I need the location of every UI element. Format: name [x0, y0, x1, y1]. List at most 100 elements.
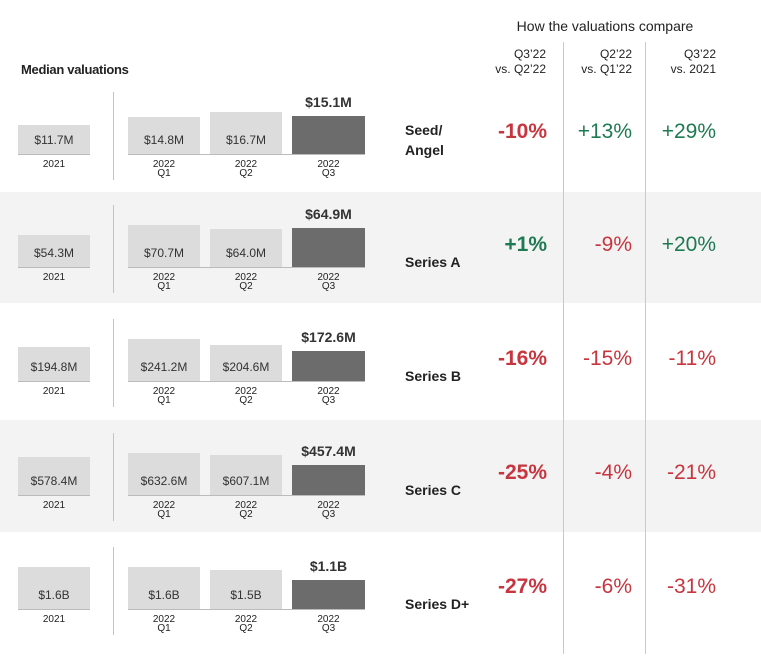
bar-q3-2022 — [292, 580, 365, 609]
bar-value-label: $16.7M — [225, 133, 267, 147]
bar-value-label: $241.2M — [140, 360, 188, 374]
row-shade-series-c — [0, 420, 761, 532]
bar — [210, 455, 282, 495]
row-shade-series-a — [0, 192, 761, 303]
percent-change: -11% — [668, 347, 716, 370]
column-header-line2: vs. 2021 — [670, 62, 716, 76]
x-tick-sublabel: Q1 — [157, 509, 171, 520]
x-tick-label: 2021 — [42, 500, 66, 511]
stage-label: Series B — [405, 366, 461, 386]
column-divider — [563, 42, 564, 654]
year-separator — [113, 92, 114, 180]
column-header-q3-vs-2021: Q3’22 vs. 2021 — [636, 47, 716, 77]
percent-change: +13% — [577, 120, 632, 143]
percent-change: +29% — [661, 120, 716, 143]
percent-change: +20% — [661, 233, 716, 256]
percent-change: -9% — [594, 233, 632, 256]
bar-q3-2022 — [292, 465, 365, 495]
bar-value-label: $194.8M — [30, 360, 78, 374]
x-tick-sublabel: Q2 — [239, 395, 253, 406]
x-tick-label: 2021 — [42, 614, 66, 625]
column-divider — [645, 42, 646, 654]
baseline-2021 — [18, 267, 90, 268]
bar-value-label: $70.7M — [143, 246, 185, 260]
column-header-line1: Q3’22 — [683, 47, 716, 61]
x-tick-sublabel: Q2 — [239, 281, 253, 292]
bar — [210, 112, 282, 154]
percent-change: -10% — [497, 120, 547, 143]
column-header-line1: Q3’22 — [513, 47, 546, 61]
x-tick-sublabel: Q3 — [321, 168, 336, 179]
comparison-header: How the valuations compare — [516, 18, 694, 34]
x-tick-sublabel: Q1 — [157, 168, 171, 179]
stage-label-line: Series A — [405, 254, 461, 270]
column-header-line2: vs. Q1’22 — [581, 62, 632, 76]
bar — [210, 229, 282, 267]
bar — [210, 570, 282, 609]
stage-label: Series C — [405, 480, 461, 500]
x-tick-label: 2022 — [152, 159, 176, 170]
bar-value-label: $54.3M — [33, 246, 75, 260]
baseline-2022 — [128, 495, 365, 496]
stage-label: Series D+ — [405, 594, 469, 614]
column-header-line1: Q2’22 — [599, 47, 632, 61]
stage-label-line: Angel — [405, 142, 444, 158]
percent-change: -21% — [666, 461, 716, 484]
bar-value-label: $632.6M — [140, 474, 188, 488]
x-tick-label: 2022 — [152, 500, 176, 511]
bar — [128, 225, 200, 267]
x-tick-label: 2022 — [234, 386, 258, 397]
x-tick-sublabel: Q1 — [157, 623, 171, 634]
bar-value-label: $1.5B — [230, 588, 262, 602]
x-tick-sublabel: Q1 — [157, 281, 171, 292]
x-tick-label: 2022 — [317, 159, 340, 170]
x-tick-sublabel: Q1 — [157, 395, 171, 406]
percent-change: -31% — [666, 575, 716, 598]
percent-change: +1% — [504, 233, 547, 256]
bar-q3-2022 — [292, 228, 365, 267]
stage-label-line: Series B — [405, 368, 462, 384]
year-separator — [113, 319, 114, 407]
x-tick-label: 2022 — [317, 386, 340, 397]
bar-value-label: $64.0M — [225, 246, 267, 260]
x-tick-label: 2022 — [234, 272, 258, 283]
percent-change: -25% — [497, 461, 547, 484]
bar-value-label: $172.6M — [301, 329, 356, 345]
x-tick-label: 2021 — [42, 386, 66, 397]
bar — [18, 347, 90, 381]
bar-value-label: $607.1M — [222, 474, 270, 488]
bar-value-label: $11.7M — [34, 133, 74, 147]
x-tick-label: 2022 — [152, 614, 176, 625]
percent-change: -4% — [594, 461, 632, 484]
x-tick-sublabel: Q2 — [239, 168, 253, 179]
percent-change: -15% — [582, 347, 632, 370]
bar — [210, 345, 282, 381]
baseline-2022 — [128, 609, 365, 610]
x-tick-sublabel: Q2 — [239, 509, 253, 520]
column-header-q3-vs-q2: Q3’22 vs. Q2’22 — [466, 47, 546, 77]
x-tick-label: 2021 — [42, 272, 66, 283]
baseline-2021 — [18, 495, 90, 496]
bar — [18, 125, 90, 154]
baseline-2021 — [18, 381, 90, 382]
x-tick-label: 2022 — [152, 272, 176, 283]
bar — [18, 567, 90, 609]
x-tick-sublabel: Q3 — [321, 281, 336, 292]
baseline-2021 — [18, 609, 90, 610]
median-valuations-title: Median valuations — [21, 62, 129, 77]
bar-value-label: $578.4M — [30, 474, 78, 488]
x-tick-label: 2022 — [234, 500, 258, 511]
stage-label: Seed/Angel — [405, 120, 444, 160]
stage-label-line: Seed/ — [405, 122, 443, 138]
stage-label-line: Series D+ — [405, 596, 470, 612]
baseline-2021 — [18, 154, 90, 155]
stage-label: Series A — [405, 252, 461, 272]
bar — [128, 117, 200, 154]
bar-value-label: $457.4M — [301, 443, 356, 459]
bar-value-label: $1.6B — [148, 588, 180, 602]
x-tick-label: 2021 — [42, 159, 66, 170]
bar-value-label: $1.1B — [309, 558, 348, 574]
bar-value-label: $15.1M — [305, 94, 352, 110]
bar — [128, 339, 200, 381]
year-separator — [113, 433, 114, 521]
